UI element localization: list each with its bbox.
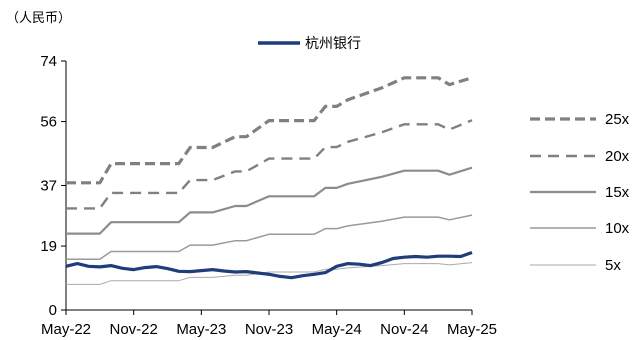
y-tick-label: 74 (40, 53, 57, 70)
series-line-20x (66, 119, 473, 210)
y-tick-label: 19 (40, 238, 57, 255)
series-line-10x (66, 214, 473, 260)
series-layer (65, 76, 473, 285)
series-line-5x (66, 262, 473, 285)
x-tick-label: May-23 (176, 321, 226, 338)
unit-label: （人民币） (6, 11, 71, 26)
series-line-bank (65, 250, 473, 280)
legend-label-10x: 10x (605, 220, 630, 237)
series-line-15x (66, 166, 473, 235)
y-tick-label: 56 (40, 114, 57, 131)
axes: 0 19 37 56 74 May-22 Nov-22 May-23 Nov-23 May-24 N… (40, 53, 497, 338)
legend-label-20x: 20x (605, 148, 630, 165)
x-tick-label: Nov-24 (380, 321, 428, 338)
x-tick-label: May-22 (41, 321, 91, 338)
series-line-25x (66, 76, 473, 185)
x-tick-label: May-24 (312, 321, 362, 338)
x-tick-label: Nov-23 (245, 321, 293, 338)
legend-right: 25x 20x 15x 10x 5x (530, 111, 630, 274)
y-tick-label: 37 (40, 178, 57, 195)
legend-label-bank: 杭州银行 (305, 36, 361, 52)
legend-label-5x: 5x (605, 257, 621, 274)
legend-top: 杭州银行 (258, 36, 361, 52)
x-tick-label: May-25 (447, 321, 497, 338)
x-tick-label: Nov-22 (109, 321, 157, 338)
legend-label-15x: 15x (605, 184, 630, 201)
y-tick-label: 0 (49, 302, 57, 319)
legend-label-25x: 25x (605, 111, 630, 128)
